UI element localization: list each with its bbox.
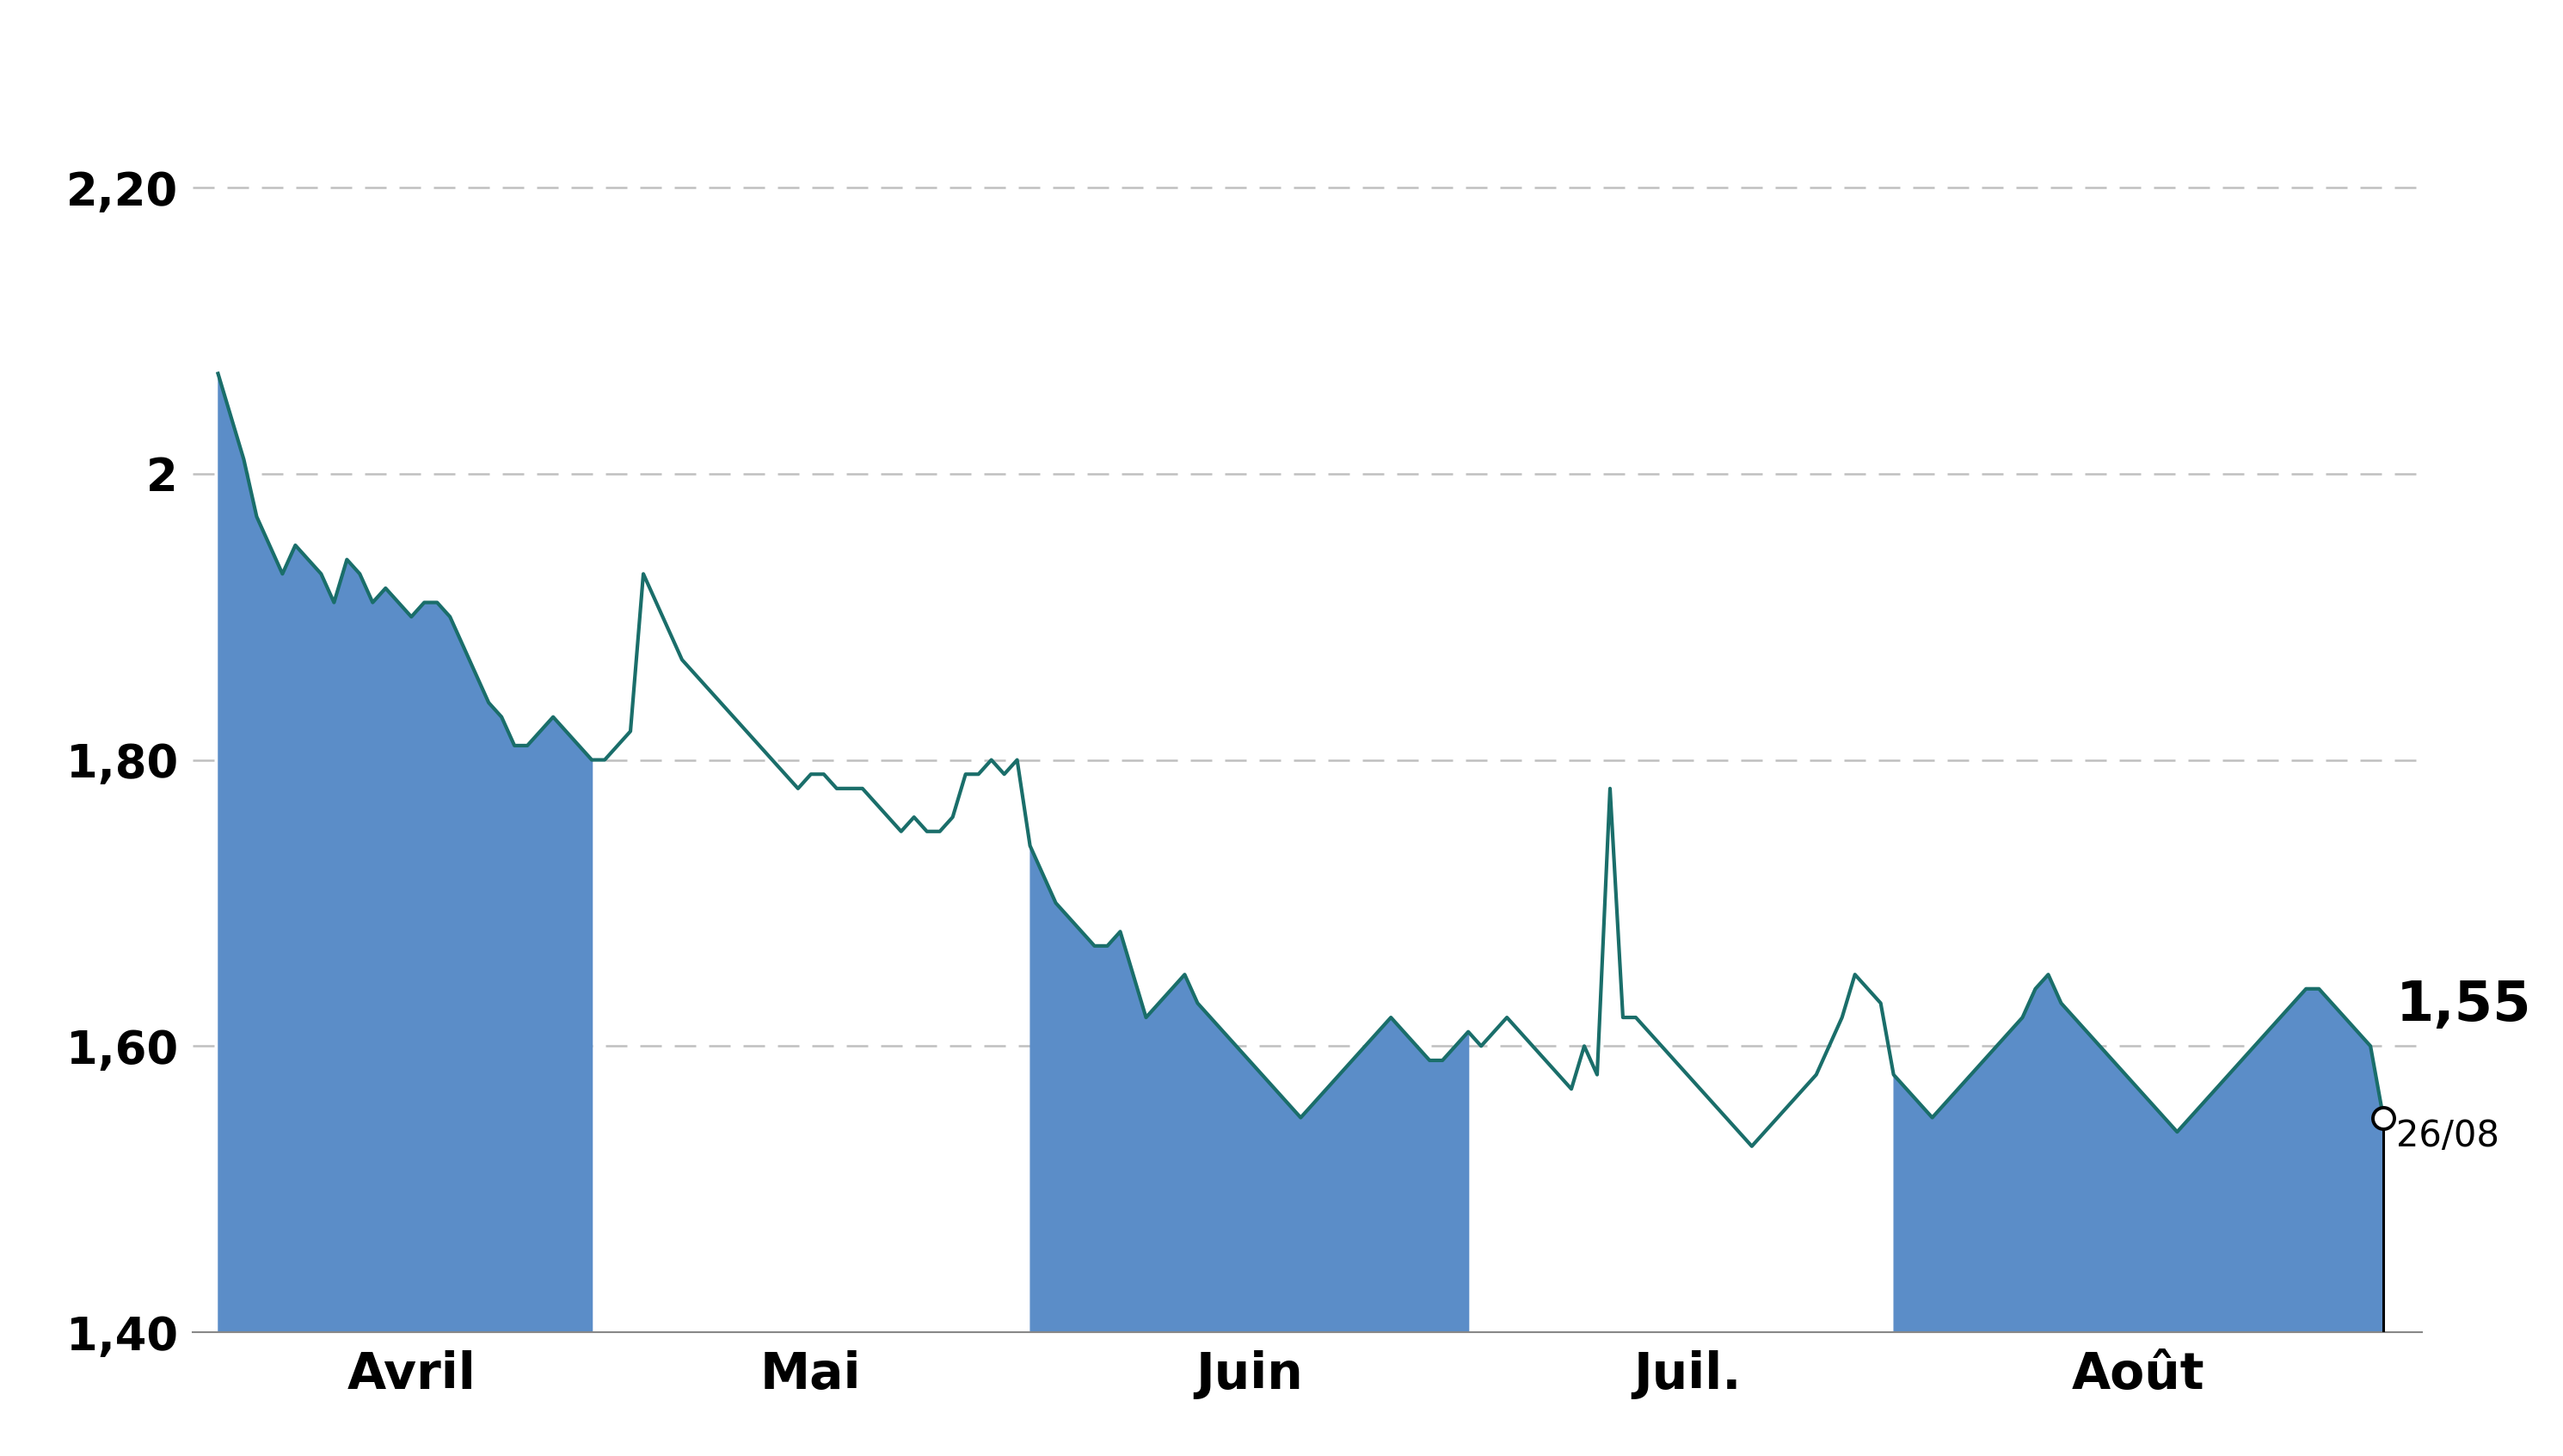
Text: 1,55: 1,55 [2396,978,2532,1032]
Text: Network-1 Technologies, Inc.: Network-1 Technologies, Inc. [620,22,1943,102]
Text: 26/08: 26/08 [2396,1118,2499,1153]
